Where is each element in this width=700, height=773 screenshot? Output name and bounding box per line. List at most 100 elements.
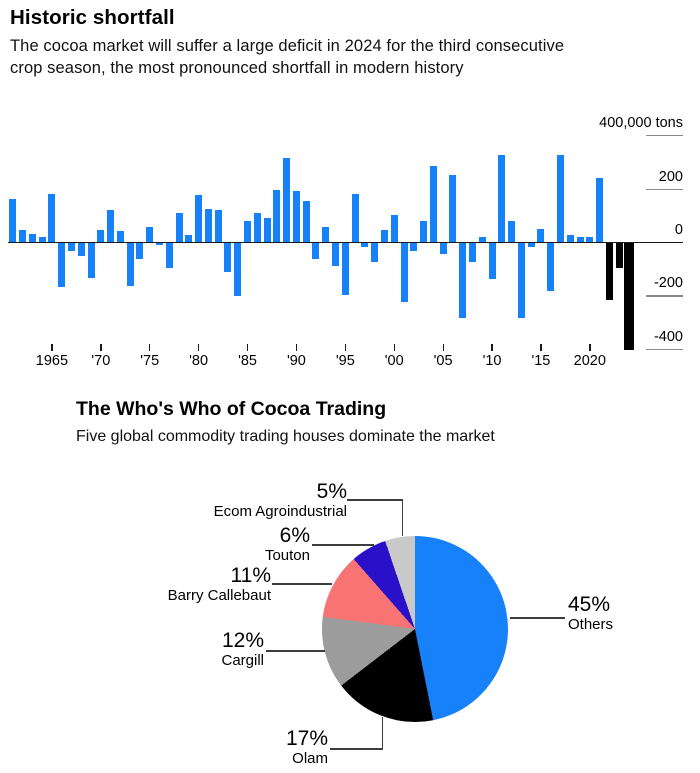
bar-1985 bbox=[244, 220, 252, 242]
pie-label-cargill: 12% Cargill bbox=[221, 630, 264, 671]
bar-1988 bbox=[273, 189, 281, 242]
bar-1995 bbox=[341, 243, 349, 296]
bar-1997 bbox=[361, 243, 369, 247]
pie-pct-ecom: 5% bbox=[316, 480, 347, 503]
bar-1991 bbox=[302, 200, 310, 242]
x-tick-1970 bbox=[100, 344, 102, 351]
pie-name-cargill: Cargill bbox=[221, 652, 264, 669]
bar-2017 bbox=[556, 155, 564, 242]
leader-line-others bbox=[510, 617, 565, 619]
x-tick-label-1975: '75 bbox=[140, 353, 160, 369]
bar-2000 bbox=[390, 215, 398, 242]
bar-1975 bbox=[146, 227, 154, 242]
bar-1978 bbox=[175, 212, 183, 242]
x-tick-label-2020: 2020 bbox=[573, 353, 606, 369]
bar-2013 bbox=[517, 243, 525, 318]
leader-line-touton bbox=[312, 544, 374, 546]
bar-1998 bbox=[371, 243, 379, 262]
x-tick-label-2005: '05 bbox=[433, 353, 453, 369]
bar-2014 bbox=[527, 243, 535, 247]
gridline--200 bbox=[646, 295, 683, 297]
bar-1964 bbox=[38, 236, 46, 242]
bar-2007 bbox=[459, 243, 467, 318]
bar-2018 bbox=[566, 235, 574, 242]
x-axis-line bbox=[8, 241, 683, 243]
bar-1977 bbox=[165, 243, 173, 269]
bar-2022 bbox=[605, 243, 613, 301]
x-tick-2005 bbox=[442, 344, 444, 351]
x-tick-label-2015: '15 bbox=[531, 353, 551, 369]
pie-pct-others: 45% bbox=[568, 593, 611, 616]
pie-name-olam: Olam bbox=[292, 750, 328, 767]
gridline--400 bbox=[646, 348, 683, 351]
pie-pct-touton: 6% bbox=[279, 524, 310, 547]
leader-line-olam-h bbox=[330, 748, 383, 750]
pie-pct-barry-callebaut: 11% bbox=[230, 564, 271, 587]
bar-2021 bbox=[596, 177, 604, 242]
x-tick-label-1990: '90 bbox=[286, 353, 306, 369]
bar-1980 bbox=[195, 195, 203, 242]
bar-2023 bbox=[615, 243, 623, 269]
x-tick-1975 bbox=[149, 344, 151, 351]
bar-1982 bbox=[214, 209, 222, 242]
y-axis-label-200: 200 bbox=[658, 168, 683, 185]
leader-line-cargill bbox=[266, 650, 325, 652]
bar-2004 bbox=[429, 165, 437, 242]
bar-1994 bbox=[332, 243, 340, 266]
bar-1967 bbox=[67, 243, 75, 251]
bar-2020 bbox=[586, 236, 594, 242]
x-tick-label-1970: '70 bbox=[91, 353, 111, 369]
bar-1972 bbox=[116, 231, 124, 242]
pie-name-others: Others bbox=[568, 616, 614, 633]
subtitle-line-2: crop season, the most pronounced shortfa… bbox=[10, 59, 464, 77]
bar-1969 bbox=[87, 243, 95, 278]
x-tick-1965 bbox=[51, 344, 53, 351]
bar-2010 bbox=[488, 243, 496, 280]
x-tick-label-1980: '80 bbox=[189, 353, 209, 369]
x-tick-label-1985: '85 bbox=[238, 353, 257, 369]
bar-2024 bbox=[623, 243, 634, 350]
x-tick-1995 bbox=[344, 344, 347, 351]
bar-2015 bbox=[537, 228, 545, 242]
market-share-pie bbox=[322, 536, 508, 722]
leader-line-ecom-v bbox=[401, 499, 403, 536]
bar-1981 bbox=[204, 208, 212, 242]
bar-1979 bbox=[185, 235, 193, 242]
bar-1974 bbox=[136, 243, 144, 260]
surplus-deficit-bar-chart: 400,000 tons 200 0 -200 -400 1965 '70 '75 '80 '85… bbox=[0, 0, 700, 380]
bar-1962 bbox=[19, 229, 27, 242]
bar-2005 bbox=[439, 243, 447, 254]
pie-chart-title: The Who's Who of Cocoa Trading bbox=[76, 398, 387, 420]
pie-pct-olam: 17% bbox=[285, 727, 328, 750]
pie-label-others: 45% Others bbox=[568, 594, 613, 635]
bar-1999 bbox=[380, 229, 388, 242]
x-tick-1990 bbox=[295, 344, 298, 351]
pie-label-olam: 17% Olam bbox=[286, 728, 328, 769]
page-title: Historic shortfall bbox=[10, 6, 175, 29]
bar-2011 bbox=[498, 155, 506, 242]
bar-2009 bbox=[478, 236, 486, 242]
y-axis-label--200: -200 bbox=[653, 275, 683, 292]
x-tick-label-2010: '10 bbox=[482, 353, 502, 369]
bar-1984 bbox=[234, 243, 242, 297]
bar-1986 bbox=[253, 212, 261, 242]
leader-line-olam-v bbox=[381, 717, 383, 749]
pie-label-barry-callebaut: 11% Barry Callebaut bbox=[168, 565, 271, 606]
bar-1961 bbox=[9, 199, 17, 242]
x-tick-label-2000: '00 bbox=[384, 353, 404, 369]
bar-1966 bbox=[58, 243, 66, 288]
pie-label-touton: 6% Touton bbox=[265, 525, 310, 566]
bar-1989 bbox=[283, 157, 291, 242]
bar-1968 bbox=[77, 243, 85, 257]
x-tick-label-1995: '95 bbox=[335, 353, 355, 369]
pie-chart-subtitle: Five global commodity trading houses dom… bbox=[76, 428, 495, 445]
bar-2006 bbox=[449, 175, 457, 242]
gridline-200 bbox=[646, 188, 683, 190]
x-tick-2000 bbox=[393, 344, 395, 351]
bar-1965 bbox=[48, 193, 56, 242]
leader-line-barry-callebaut bbox=[272, 583, 332, 585]
pie-pct-cargill: 12% bbox=[221, 629, 264, 652]
bar-2012 bbox=[508, 220, 516, 242]
x-tick-1985 bbox=[246, 344, 249, 351]
